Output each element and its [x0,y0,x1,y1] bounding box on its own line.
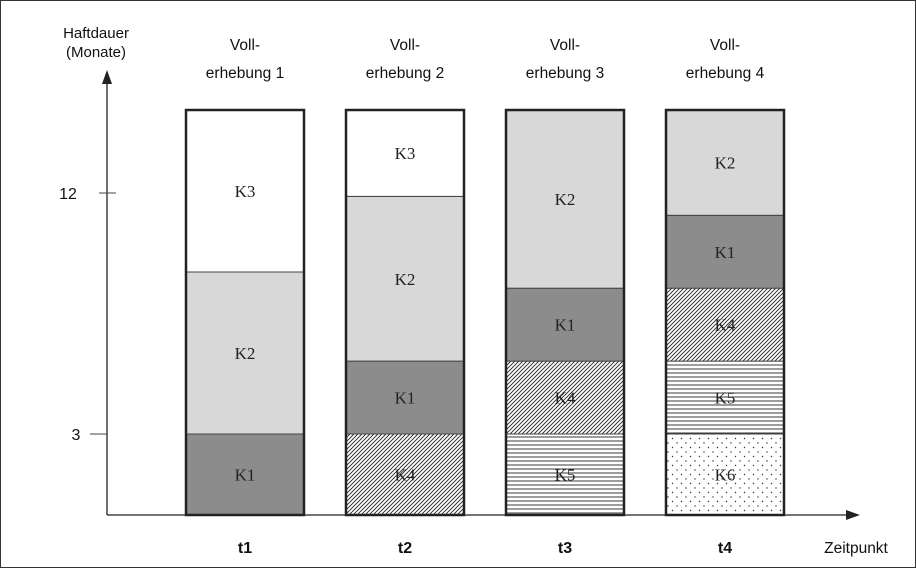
bar-segment-t3-k2 [505,109,625,289]
bar-segment-label-t4-k1: K1 [715,243,736,262]
bar-outline-t4 [664,108,786,517]
bar-segment-label-t3-k4: K4 [555,389,576,408]
bar-segment-t1-k1 [185,433,305,516]
column-header-3-line1: Voll- [550,37,580,54]
x-category-label-t3: t3 [558,540,572,557]
bar-segment-t1-k2 [185,271,305,435]
bar-segment-t4-k2 [665,109,785,216]
bar-segment-label-t1-k2: K2 [235,344,256,363]
column-header-3-line2: erhebung 3 [526,65,604,82]
x-axis-arrow [846,510,860,520]
column-header-2-line2: erhebung 2 [366,65,444,82]
y-axis-label-line2: (Monate) [66,44,126,61]
y-tick-label-12: 12 [59,186,77,203]
bar-outline-t3 [504,108,626,517]
column-header-4-line2: erhebung 4 [686,65,765,82]
bar-segment-label-t2-k1: K1 [395,389,416,408]
column-header-1-line1: Voll- [230,37,260,54]
bar-segment-t4-k4 [665,287,785,362]
x-category-label-t1: t1 [238,540,252,557]
bar-segment-label-t4-k2: K2 [715,154,736,173]
column-header-4-line1: Voll- [710,37,740,54]
bar-segment-label-t1-k3: K3 [235,182,256,201]
x-axis-label: Zeitpunkt [824,540,888,557]
bar-segment-label-t2-k2: K2 [395,270,416,289]
bar-outline-t2 [344,108,466,517]
y-tick-label-3: 3 [72,427,81,444]
x-category-label-t2: t2 [398,540,412,557]
column-header-2-line1: Voll- [390,37,420,54]
bar-segment-label-t4-k6: K6 [715,466,736,485]
bar-segment-label-t3-k1: K1 [555,316,576,335]
bar-segment-label-t2-k3: K3 [395,144,416,163]
bar-segment-t2-k2 [345,195,465,362]
bar-segment-label-t1-k1: K1 [235,466,256,485]
bar-segment-label-t3-k5: K5 [555,466,576,485]
bar-outline-t1 [184,108,306,517]
x-category-label-t4: t4 [718,540,732,557]
bar-segment-t3-k5 [505,433,625,516]
bar-segment-label-t4-k5: K5 [715,389,736,408]
bar-segment-t3-k4 [505,360,625,435]
bar-segment-label-t4-k4: K4 [715,316,736,335]
bar-segment-t2-k1 [345,360,465,435]
bar-segment-t4-k1 [665,214,785,289]
bar-segment-label-t2-k4: K4 [395,466,416,485]
y-axis-arrow [102,70,112,84]
bar-segment-t4-k5 [665,360,785,435]
bar-stacks: K1 K2 K3 K4 K1 K2 K3 K5 K4 K1 K2 K6 K5 K4 K1 K2 [184,108,786,517]
y-axis-label-line1: Haftdauer [63,25,129,42]
bar-segment-label-t3-k2: K2 [555,190,576,209]
column-header-1-line2: erhebung 1 [206,65,284,82]
